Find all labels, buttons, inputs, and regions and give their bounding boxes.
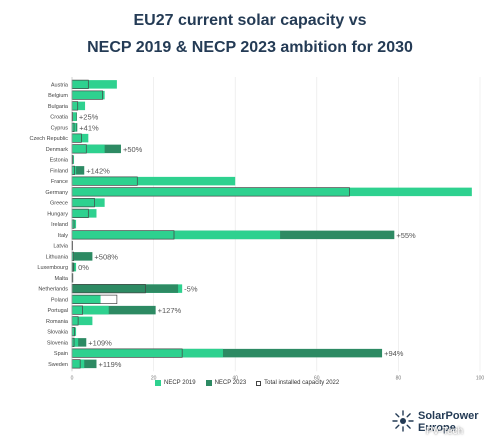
bar-necp2023	[72, 305, 156, 315]
category-label: Sweden	[48, 362, 68, 368]
category-label: Malta	[55, 276, 69, 282]
legend-item-necp2023: NECP 2023	[205, 380, 247, 386]
legend-label-necp2023: NECP 2023	[214, 380, 247, 386]
bar-necp2019	[72, 316, 93, 326]
category-label: Belgium	[48, 93, 68, 99]
watermark: PV-Tech	[426, 426, 464, 437]
chart-title-line1: EU27 current solar capacity vs	[133, 12, 367, 29]
annotation-label: 0%	[78, 263, 89, 272]
annotation-label: -5%	[184, 285, 198, 294]
annotation-label: +109%	[88, 338, 112, 347]
category-label: Spain	[54, 351, 68, 357]
bar-necp2019	[72, 112, 77, 121]
annotation-label: +508%	[94, 252, 118, 261]
annotation-label: +41%	[79, 123, 99, 132]
chart-title-line2: NECP 2019 & NECP 2023 ambition for 2030	[87, 39, 413, 56]
category-label: Romania	[46, 319, 69, 325]
category-label: Poland	[51, 297, 68, 303]
annotation-label: +25%	[79, 113, 99, 122]
category-label: Germany	[45, 190, 68, 196]
annotation-label: +94%	[384, 349, 404, 358]
brand-line2: Europe	[418, 422, 456, 434]
legend-swatch-necp2019	[155, 380, 161, 386]
bar-necp2019	[72, 230, 281, 240]
brand-line1: SolarPower	[418, 410, 479, 422]
category-label: Luxembourg	[37, 265, 68, 271]
bar-necp2019	[72, 305, 109, 315]
bar-necp2019	[72, 166, 77, 175]
category-label: Czech Republic	[29, 136, 68, 142]
bar-necp2019	[72, 90, 105, 100]
legend-item-installed: Total installed capacity 2022	[256, 380, 339, 386]
bar-necp2019	[72, 273, 73, 283]
bar-necp2023	[72, 252, 93, 261]
bar-necp2019	[72, 198, 105, 207]
bar-necp2023	[72, 348, 383, 358]
bar-necp2019	[72, 295, 101, 304]
bar-necp2019	[72, 359, 85, 369]
category-label: Latvia	[53, 244, 69, 250]
x-tick-label: 80	[396, 375, 402, 381]
legend-item-necp2019: NECP 2019	[155, 380, 196, 386]
legend: NECP 2019 NECP 2023 Total installed capa…	[155, 380, 339, 386]
category-label: Finland	[50, 168, 68, 174]
legend-swatch-installed	[256, 380, 262, 386]
bar-necp2019	[72, 187, 472, 197]
bar-necp2019	[72, 209, 97, 218]
x-tick-label: 0	[71, 375, 74, 381]
sun-burst-icon	[392, 410, 414, 432]
bar-necp2019	[72, 338, 79, 347]
category-label: Italy	[58, 233, 68, 239]
category-label: Hungary	[47, 211, 68, 217]
bar-necp2023	[72, 284, 179, 293]
annotation-label: +55%	[396, 231, 416, 240]
category-label: Estonia	[50, 158, 69, 164]
category-label: Portugal	[48, 308, 69, 314]
category-label: Cyprus	[51, 125, 69, 131]
bar-necp2019	[72, 327, 77, 336]
category-label: Ireland	[51, 222, 68, 228]
bar-necp2019	[72, 176, 236, 186]
annotation-label: +119%	[98, 360, 121, 369]
category-label: Denmark	[46, 147, 69, 153]
category-label: Slovakia	[47, 330, 69, 336]
annotation-label: +142%	[86, 166, 110, 175]
category-label: Croatia	[50, 115, 69, 121]
bar-necp2019	[72, 101, 86, 111]
annotation-label: +50%	[123, 145, 143, 154]
annotation-label: +127%	[158, 306, 182, 315]
bar-necp2023	[72, 166, 85, 175]
category-label: Slovenia	[47, 340, 69, 346]
legend-label-necp2019: NECP 2019	[164, 380, 196, 386]
bar-necp2019	[72, 348, 223, 358]
category-label: Netherlands	[38, 287, 68, 293]
category-label: Austria	[51, 82, 69, 88]
x-tick-label: 20	[151, 375, 157, 381]
brand-logo: SolarPower Europe	[392, 408, 492, 444]
bar-necp2019	[72, 133, 89, 143]
category-label: Bulgaria	[48, 104, 69, 110]
bar-necp2019	[72, 80, 117, 89]
x-tick-label: 40	[232, 375, 238, 381]
bar-necp2019	[72, 252, 75, 261]
brand-text: SolarPower Europe	[418, 410, 479, 434]
bar-necp2019	[72, 144, 105, 154]
category-label: Lithuania	[46, 254, 69, 260]
x-tick-label: 100	[476, 375, 485, 381]
legend-swatch-necp2023	[205, 380, 212, 386]
category-label: France	[51, 179, 68, 185]
x-tick-label: 60	[314, 375, 320, 381]
category-label: Greece	[50, 201, 68, 207]
bar-necp2023	[72, 338, 87, 347]
legend-label-installed: Total installed capacity 2022	[264, 380, 340, 386]
